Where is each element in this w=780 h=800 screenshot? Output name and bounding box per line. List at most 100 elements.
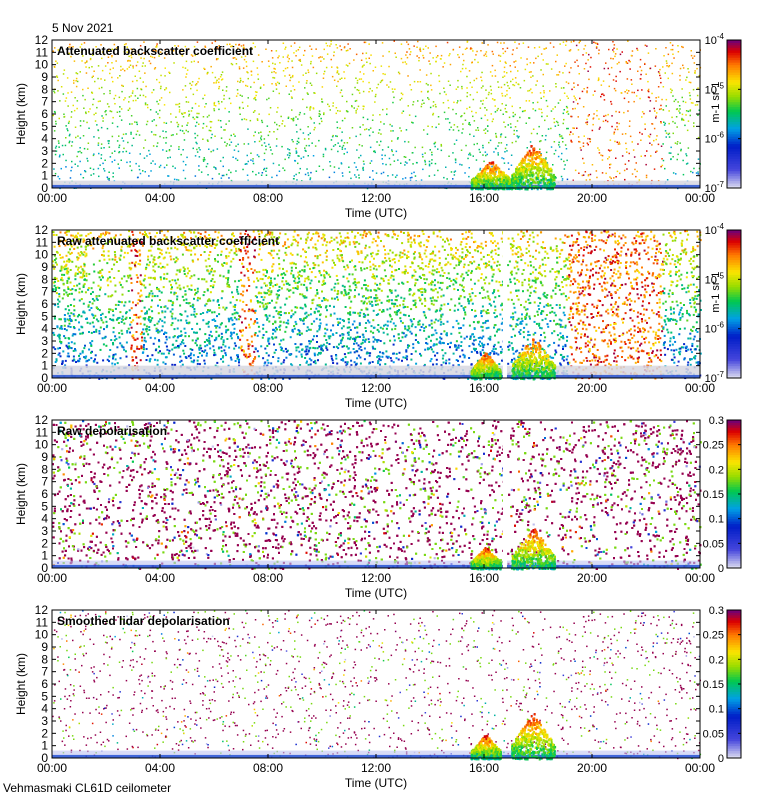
- x-axis-label: Time (UTC): [345, 396, 407, 410]
- colorbar-tick-label: 0.25: [703, 630, 724, 642]
- y-tick-label: 3: [41, 144, 48, 158]
- data-gap: [502, 230, 507, 378]
- y-tick-label: 11: [36, 45, 49, 59]
- colorbar: 10-7 10-6 10-5 10-4 m-1 sr-1: [705, 32, 742, 195]
- y-tick-label: 10: [35, 628, 49, 642]
- x-tick-label: 04:00: [145, 761, 175, 775]
- instrument-label: Vehmasmaki CL61D ceilometer: [3, 781, 172, 795]
- y-tick-label: 0: [41, 561, 48, 575]
- colorbar-tick-label: 0.1: [709, 704, 724, 716]
- y-tick-label: 2: [41, 156, 48, 170]
- y-tick-label: 4: [41, 702, 48, 716]
- x-tick-label: 20:00: [577, 571, 607, 585]
- y-tick-label: 5: [41, 119, 48, 133]
- y-tick-label: 9: [41, 70, 48, 84]
- cloud-feature-0: [470, 547, 503, 571]
- y-tick-label: 7: [41, 475, 48, 489]
- colorbar-tick-label: 10-6: [705, 131, 725, 146]
- colorbar-tick-label: 0.25: [703, 440, 724, 452]
- colorbar-tick-label: 0.3: [709, 605, 724, 617]
- y-tick-label: 10: [35, 58, 49, 72]
- x-tick-label: 00:00: [37, 761, 67, 775]
- y-tick-label: 2: [41, 536, 48, 550]
- x-tick-label: 00:00: [685, 571, 715, 585]
- x-axis-label: Time (UTC): [345, 586, 407, 600]
- colorbar-tick-label: 10-6: [705, 321, 725, 336]
- y-tick-label: 1: [41, 549, 48, 563]
- y-tick-label: 12: [35, 223, 49, 237]
- x-axis-label: Time (UTC): [345, 776, 407, 790]
- x-tick-label: 12:00: [361, 381, 391, 395]
- x-tick-label: 04:00: [145, 571, 175, 585]
- colorbar-tick-label: 10-4: [705, 32, 725, 47]
- y-tick-label: 8: [41, 462, 48, 476]
- y-tick-label: 5: [41, 499, 48, 513]
- cloud-feature-1: [511, 338, 557, 381]
- x-tick-label: 16:00: [469, 381, 499, 395]
- colorbar-tick-label: 0.05: [703, 728, 724, 740]
- y-tick-label: 2: [41, 346, 48, 360]
- y-tick-label: 4: [41, 322, 48, 336]
- y-axis-label: Height (km): [14, 83, 28, 145]
- x-tick-label: 00:00: [37, 571, 67, 585]
- y-tick-label: 5: [41, 309, 48, 323]
- colorbar-tick-label: 0.05: [703, 538, 724, 550]
- y-tick-label: 12: [35, 603, 49, 617]
- x-tick-label: 16:00: [469, 191, 499, 205]
- y-tick-label: 9: [41, 450, 48, 464]
- colorbar-tick-label: 0: [718, 753, 724, 765]
- plot-area: [52, 610, 700, 758]
- colorbar-tick-label: 0: [718, 563, 724, 575]
- colorbar: 10-7 10-6 10-5 10-4 m-1 sr-1: [705, 222, 742, 385]
- y-tick-label: 6: [41, 107, 48, 121]
- panel-title: Raw depolarisation: [57, 424, 167, 438]
- colorbar-tick-label: 10-5: [705, 271, 725, 286]
- y-tick-label: 8: [41, 652, 48, 666]
- y-tick-label: 12: [35, 33, 49, 47]
- y-tick-label: 9: [41, 260, 48, 274]
- y-tick-label: 0: [41, 371, 48, 385]
- x-tick-label: 00:00: [685, 761, 715, 775]
- x-tick-label: 16:00: [469, 761, 499, 775]
- x-tick-label: 20:00: [577, 191, 607, 205]
- y-tick-label: 1: [41, 739, 48, 753]
- y-tick-label: 12: [35, 413, 49, 427]
- x-tick-label: 20:00: [577, 381, 607, 395]
- x-tick-label: 20:00: [577, 761, 607, 775]
- colorbar: 0 0.05 0.1 0.15 0.2 0.25 0.3: [703, 415, 742, 575]
- y-tick-label: 0: [41, 181, 48, 195]
- colorbar-tick-label: 10-7: [705, 370, 725, 385]
- colorbar-unit: m-1 sr-1: [710, 82, 722, 123]
- y-tick-label: 1: [41, 169, 48, 183]
- colorbar-unit: m-1 sr-1: [710, 272, 722, 313]
- y-tick-label: 11: [36, 235, 49, 249]
- x-tick-label: 00:00: [685, 191, 715, 205]
- y-tick-label: 6: [41, 487, 48, 501]
- colorbar-tick-label: 0.2: [709, 654, 724, 666]
- panel-title: Raw attenuated backscatter coefficient: [57, 234, 279, 248]
- colorbar-tick-label: 10-7: [705, 180, 725, 195]
- colorbar-tick-label: 0.1: [709, 514, 724, 526]
- y-tick-label: 7: [41, 665, 48, 679]
- x-tick-label: 00:00: [37, 191, 67, 205]
- colorbar-frame: [726, 39, 742, 189]
- plot-area: [52, 420, 700, 568]
- plot-area: [52, 40, 700, 188]
- y-tick-label: 5: [41, 689, 48, 703]
- y-tick-label: 1: [41, 359, 48, 373]
- x-tick-label: 08:00: [253, 191, 283, 205]
- y-tick-label: 4: [41, 132, 48, 146]
- y-tick-label: 2: [41, 726, 48, 740]
- y-tick-label: 4: [41, 512, 48, 526]
- colorbar-tick-label: 0.3: [709, 415, 724, 427]
- y-tick-label: 11: [36, 615, 49, 629]
- y-tick-label: 3: [41, 714, 48, 728]
- y-tick-label: 6: [41, 297, 48, 311]
- data-gap: [502, 420, 507, 568]
- colorbar-tick-label: 0.2: [709, 464, 724, 476]
- colorbar-frame: [726, 229, 742, 379]
